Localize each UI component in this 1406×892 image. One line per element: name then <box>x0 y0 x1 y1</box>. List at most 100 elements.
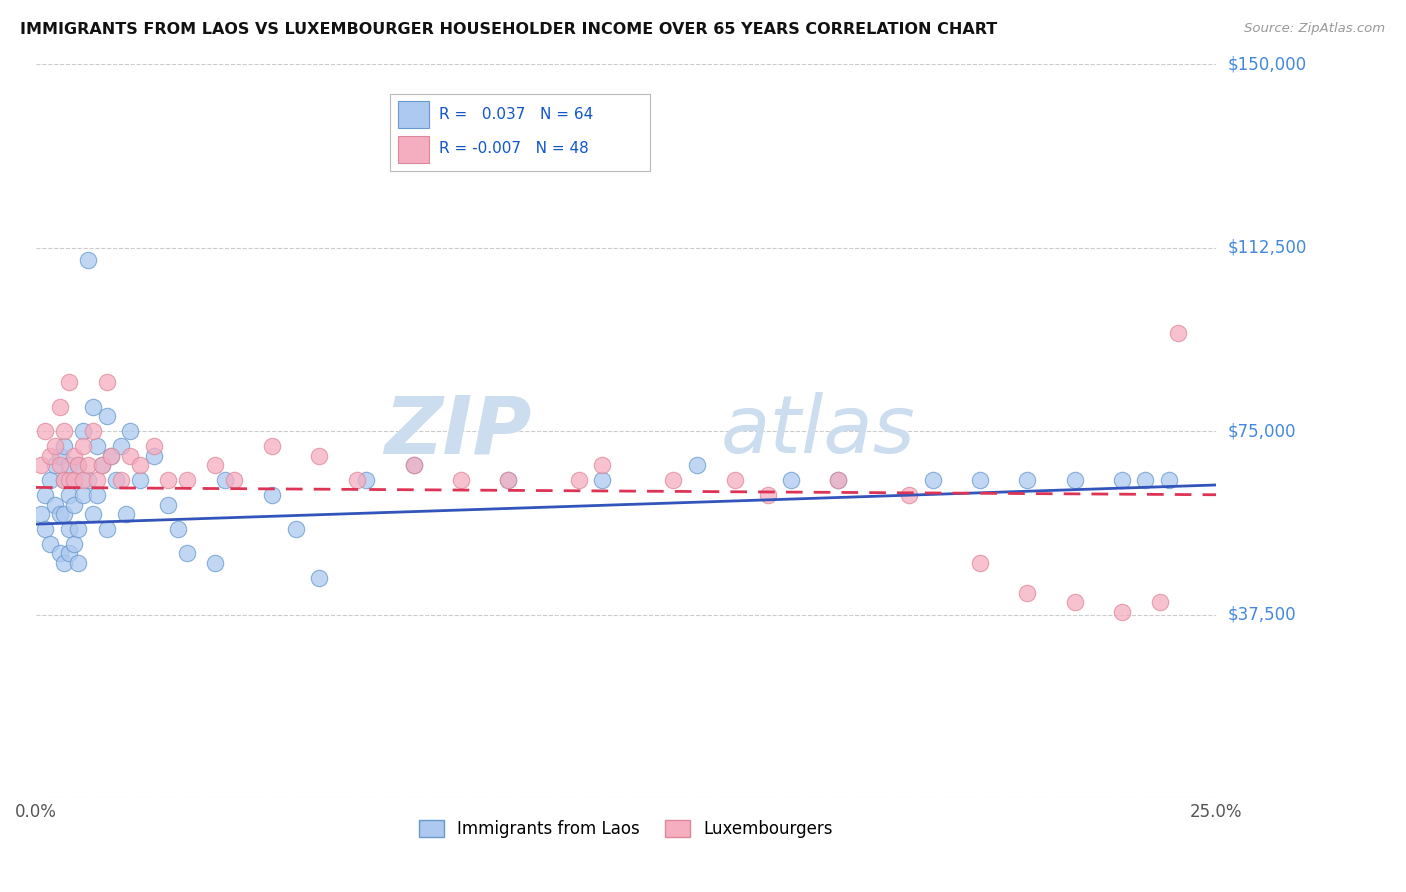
Point <box>100 449 122 463</box>
Point <box>58 546 80 560</box>
Point <box>62 473 84 487</box>
Point <box>105 473 128 487</box>
Text: $37,500: $37,500 <box>1227 606 1296 624</box>
Point <box>48 546 70 560</box>
Point <box>568 473 591 487</box>
Point <box>969 556 991 570</box>
Point <box>67 556 90 570</box>
Point <box>128 458 150 473</box>
Text: IMMIGRANTS FROM LAOS VS LUXEMBOURGER HOUSEHOLDER INCOME OVER 65 YEARS CORRELATIO: IMMIGRANTS FROM LAOS VS LUXEMBOURGER HOU… <box>20 22 997 37</box>
Point <box>96 409 118 424</box>
Point <box>402 458 425 473</box>
Point <box>1111 605 1133 619</box>
Point <box>110 473 132 487</box>
Point <box>260 439 283 453</box>
Point <box>53 439 76 453</box>
Point <box>686 458 709 473</box>
Point <box>308 571 330 585</box>
Point <box>827 473 849 487</box>
Point <box>402 458 425 473</box>
Point <box>48 508 70 522</box>
Point <box>1017 585 1039 599</box>
Point <box>62 473 84 487</box>
Point <box>67 458 90 473</box>
Point <box>143 439 166 453</box>
Point <box>969 473 991 487</box>
Point <box>62 498 84 512</box>
Point <box>76 473 98 487</box>
Legend: Immigrants from Laos, Luxembourgers: Immigrants from Laos, Luxembourgers <box>412 814 839 845</box>
Point <box>284 522 307 536</box>
Point <box>120 449 142 463</box>
Point <box>591 458 613 473</box>
Point <box>898 488 921 502</box>
Point <box>44 458 66 473</box>
Point <box>91 458 114 473</box>
Point <box>1017 473 1039 487</box>
Point <box>922 473 945 487</box>
Point <box>44 498 66 512</box>
Point <box>76 252 98 267</box>
Point <box>34 424 56 438</box>
Point <box>86 488 108 502</box>
Point <box>72 424 94 438</box>
Point <box>86 439 108 453</box>
Point <box>53 473 76 487</box>
Point <box>1167 326 1189 341</box>
Point <box>58 458 80 473</box>
Point <box>450 473 472 487</box>
Point <box>662 473 685 487</box>
Point <box>114 508 136 522</box>
Point <box>1111 473 1133 487</box>
Point <box>176 473 198 487</box>
Point <box>39 473 62 487</box>
Point <box>308 449 330 463</box>
Point <box>82 424 104 438</box>
Point <box>827 473 849 487</box>
Point <box>723 473 745 487</box>
Point <box>44 439 66 453</box>
Point <box>100 449 122 463</box>
Point <box>53 424 76 438</box>
Point <box>48 449 70 463</box>
Point <box>53 473 76 487</box>
Point <box>39 449 62 463</box>
Text: ZIP: ZIP <box>384 392 531 470</box>
Point <box>48 400 70 414</box>
Point <box>30 508 52 522</box>
Point <box>176 546 198 560</box>
Point <box>204 556 226 570</box>
Point <box>53 508 76 522</box>
Point <box>58 473 80 487</box>
Point <box>214 473 236 487</box>
Point <box>91 458 114 473</box>
Point <box>72 439 94 453</box>
Point <box>224 473 246 487</box>
Point <box>72 473 94 487</box>
Point <box>76 458 98 473</box>
Point <box>39 537 62 551</box>
Point <box>346 473 368 487</box>
Point <box>110 439 132 453</box>
Point <box>82 400 104 414</box>
Point <box>48 458 70 473</box>
Point <box>30 458 52 473</box>
Point <box>67 458 90 473</box>
Point <box>143 449 166 463</box>
Point <box>62 537 84 551</box>
Point <box>82 508 104 522</box>
Text: Source: ZipAtlas.com: Source: ZipAtlas.com <box>1244 22 1385 36</box>
Text: $75,000: $75,000 <box>1227 422 1296 440</box>
Point <box>496 473 519 487</box>
Point <box>72 488 94 502</box>
Point <box>34 488 56 502</box>
Point <box>157 498 180 512</box>
Point <box>1149 595 1171 609</box>
Point <box>67 522 90 536</box>
Point <box>120 424 142 438</box>
Point <box>58 488 80 502</box>
Point <box>157 473 180 487</box>
Point <box>58 375 80 389</box>
Point <box>1063 595 1085 609</box>
Point <box>496 473 519 487</box>
